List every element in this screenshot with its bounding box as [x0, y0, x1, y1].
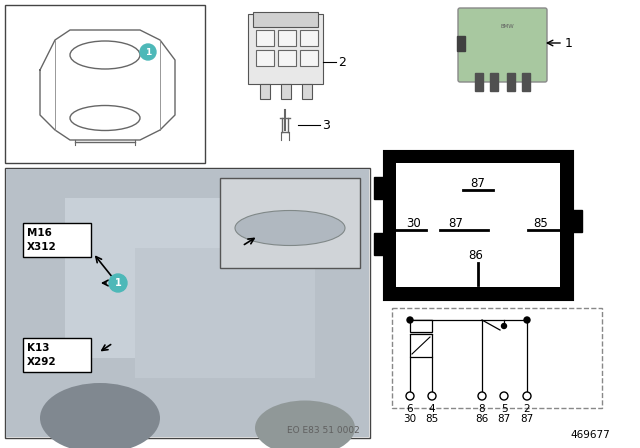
Text: 1: 1 — [565, 36, 573, 49]
Bar — [65, 198, 265, 358]
Ellipse shape — [255, 401, 355, 448]
Text: BMW: BMW — [500, 23, 514, 29]
Circle shape — [407, 317, 413, 323]
Bar — [522, 73, 530, 91]
Text: 87: 87 — [497, 414, 511, 424]
Ellipse shape — [40, 383, 160, 448]
Text: EO E83 51 0002: EO E83 51 0002 — [287, 426, 360, 435]
Bar — [135, 248, 315, 378]
Bar — [410, 334, 432, 357]
Text: 86: 86 — [468, 249, 483, 262]
Bar — [475, 73, 483, 91]
Bar — [281, 84, 291, 99]
Circle shape — [140, 44, 156, 60]
Text: 2: 2 — [524, 404, 531, 414]
Bar — [568, 210, 582, 232]
Bar — [278, 50, 296, 66]
Text: 87: 87 — [470, 177, 485, 190]
Text: 1: 1 — [115, 278, 122, 288]
FancyBboxPatch shape — [458, 8, 547, 82]
Circle shape — [428, 392, 436, 400]
Bar — [260, 84, 270, 99]
Bar — [396, 163, 560, 287]
Bar — [278, 30, 296, 46]
Text: 30: 30 — [403, 414, 417, 424]
Text: 2: 2 — [338, 56, 346, 69]
Bar — [5, 5, 205, 163]
Text: 86: 86 — [476, 414, 488, 424]
Bar — [490, 73, 498, 91]
Text: 87: 87 — [520, 414, 534, 424]
Text: 8: 8 — [479, 404, 485, 414]
Bar — [302, 84, 312, 99]
Text: X312: X312 — [27, 242, 57, 252]
Circle shape — [524, 317, 530, 323]
Text: 1: 1 — [145, 47, 151, 56]
Text: X292: X292 — [27, 357, 56, 367]
Bar — [388, 155, 568, 295]
Bar — [507, 73, 515, 91]
Bar — [374, 233, 388, 255]
Bar — [300, 30, 318, 46]
Text: 87: 87 — [449, 216, 463, 229]
Text: 469677: 469677 — [570, 430, 610, 440]
Text: 85: 85 — [426, 414, 438, 424]
Text: 5: 5 — [500, 404, 508, 414]
Bar — [256, 50, 274, 66]
Bar — [23, 223, 91, 257]
Bar — [253, 12, 318, 27]
Bar — [6, 169, 369, 437]
Bar — [248, 14, 323, 84]
Bar — [256, 30, 274, 46]
Bar — [374, 177, 388, 199]
Text: 4: 4 — [429, 404, 435, 414]
Bar — [457, 36, 465, 51]
Text: M16: M16 — [27, 228, 52, 238]
Circle shape — [109, 274, 127, 292]
Circle shape — [523, 392, 531, 400]
Circle shape — [478, 392, 486, 400]
Text: 85: 85 — [533, 216, 548, 229]
Bar — [220, 178, 360, 268]
Text: 6: 6 — [406, 404, 413, 414]
Text: 3: 3 — [322, 119, 330, 132]
Ellipse shape — [235, 211, 345, 246]
Bar — [23, 338, 91, 372]
Circle shape — [500, 392, 508, 400]
Bar — [300, 50, 318, 66]
Circle shape — [502, 323, 506, 328]
Bar — [392, 308, 602, 408]
Bar — [5, 168, 370, 438]
Circle shape — [406, 392, 414, 400]
Bar — [410, 320, 432, 332]
Text: K13: K13 — [27, 343, 49, 353]
Text: 30: 30 — [406, 216, 420, 229]
